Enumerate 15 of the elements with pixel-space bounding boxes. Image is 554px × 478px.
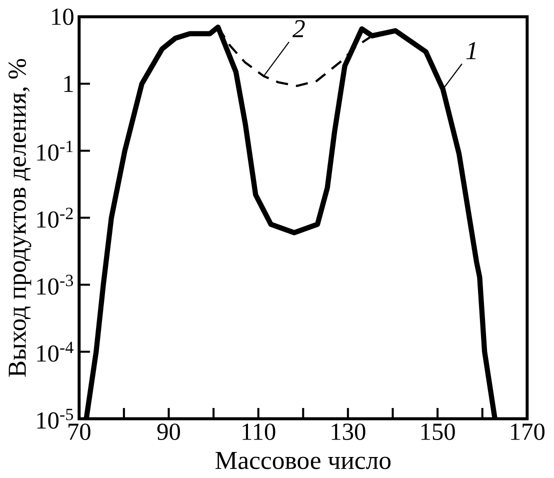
y-axis-title: Выход продуктов деления, %: [8, 59, 32, 377]
series-label: 2: [292, 20, 305, 38]
y-tick-label: 10$^{-4}$: [37, 342, 74, 362]
y-tick-label: 1: [64, 76, 73, 92]
x-tick-label: 130: [332, 424, 366, 440]
y-tick-label: 10$^{-2}$: [37, 208, 73, 228]
x-tick-label: 90: [157, 424, 180, 440]
series-label: 1: [466, 42, 476, 60]
x-tick-label: 110: [242, 424, 276, 440]
x-axis-title: Массовое число: [216, 452, 391, 470]
y-tick-label: 10$^{-3}$: [37, 274, 73, 295]
x-tick-label: 170: [511, 424, 544, 440]
x-tick-label: 150: [421, 424, 455, 440]
y-tick-label: 10: [52, 8, 74, 26]
y-tick-label: 10$^{-1}$: [37, 140, 73, 161]
